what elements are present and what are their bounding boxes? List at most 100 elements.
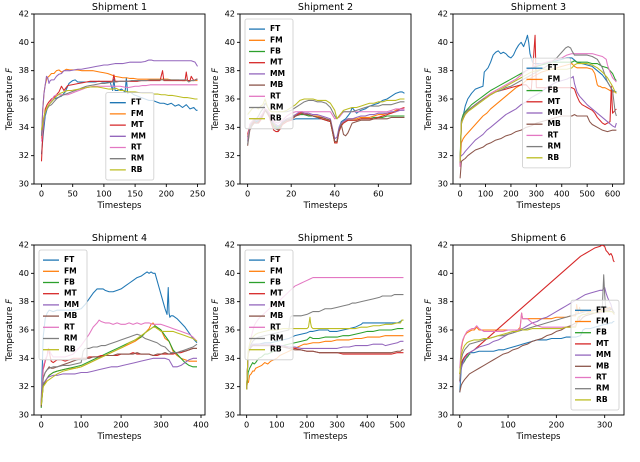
legend-label-mm: MM [64, 300, 79, 309]
legend-label-fb: FB [64, 278, 75, 287]
y-tick-label: 34 [19, 122, 29, 132]
legend-label-mt: MT [270, 289, 284, 298]
y-tick-label: 36 [438, 325, 448, 335]
y-tick-label: 40 [438, 37, 448, 47]
y-tick-label: 34 [438, 122, 448, 132]
x-axis-label: Timesteps [96, 201, 142, 211]
y-tick-label: 30 [438, 410, 448, 420]
legend-label-mm: MM [270, 69, 285, 78]
y-tick-label: 42 [225, 9, 235, 19]
legend-label-rm: RM [596, 384, 609, 393]
x-tick-label: 200 [158, 188, 174, 198]
y-axis-label: Temperature F [5, 298, 15, 362]
y-tick-label: 32 [225, 381, 235, 391]
x-tick-label: 400 [193, 419, 209, 429]
series-line-fm [40, 68, 198, 139]
legend-label-mt: MT [270, 58, 284, 67]
legend[interactable]: FT FM MT MM RT RM RB [105, 92, 155, 181]
y-tick-label: 40 [225, 268, 235, 278]
y-axis-label: Temperature F [5, 67, 15, 131]
x-tick-label: 20 [286, 188, 296, 198]
legend-label-fb: FB [596, 328, 607, 337]
legend-label-fb: FB [270, 47, 281, 56]
y-tick-label: 42 [438, 9, 448, 19]
y-tick-label: 32 [19, 381, 29, 391]
legend-label-rt: RT [548, 130, 560, 139]
legend-label-rb: RB [270, 114, 282, 123]
legend[interactable]: FT FM FB MT MM MB RT RM RB [244, 18, 294, 130]
y-tick-label: 42 [225, 240, 235, 250]
series-line-mm [40, 59, 198, 136]
y-axis-label: Temperature F [424, 67, 434, 131]
y-tick-label: 34 [225, 353, 235, 363]
legend-label-ft: FT [548, 63, 559, 72]
subplot-shipment-4: Shipment 4 0 100 200 300 400 30 32 34 36 38 40 42 Tim… [0, 231, 213, 462]
subplot-shipment-6: Shipment 6 0 100 200 300 30 32 34 36 38 40 42 Timest… [419, 231, 632, 462]
y-tick-label: 42 [438, 240, 448, 250]
y-axis-label: Temperature F [211, 67, 221, 131]
x-tick-label: 300 [153, 419, 169, 429]
legend-label-rb: RB [64, 345, 76, 354]
x-tick-label: 100 [500, 419, 516, 429]
x-tick-label: 300 [597, 419, 613, 429]
x-tick-label: 100 [73, 419, 89, 429]
legend-label-rm: RM [131, 154, 144, 163]
legend-label-rm: RM [270, 103, 283, 112]
series-group [40, 271, 198, 408]
legend[interactable]: FT FM FB MT MM MB RT RM RB [522, 57, 571, 169]
legend-label-fm: FM [270, 266, 283, 275]
subplot-shipment-1: Shipment 1 0 50 100 150 200 250 30 32 34 36 38 40 42 T… [0, 0, 213, 231]
legend[interactable]: FT FM FB MT MM MB RT RM RB [244, 249, 294, 361]
legend-label-rm: RM [64, 334, 77, 343]
x-tick-label: 500 [579, 188, 595, 198]
legend[interactable]: FT FM FB MT MM MB RT RM RB [38, 249, 88, 361]
x-tick-label: 0 [457, 419, 462, 429]
legend-label-rt: RT [270, 91, 282, 100]
y-tick-label: 40 [225, 37, 235, 47]
legend-label-rb: RB [596, 395, 608, 404]
series-group [40, 59, 198, 162]
x-axis-label: Timesteps [302, 201, 348, 211]
y-tick-label: 36 [19, 94, 29, 104]
y-tick-label: 38 [19, 296, 29, 306]
legend-label-rb: RB [131, 165, 143, 174]
x-tick-label: 100 [96, 188, 112, 198]
series-line-rb [40, 86, 198, 131]
subplot-shipment-3: Shipment 3 0 100 200 300 400 500 600 30 32 34 36 38 4… [419, 0, 632, 231]
y-tick-label: 36 [225, 325, 235, 335]
y-tick-label: 38 [19, 65, 29, 75]
panel-title: Shipment 1 [92, 2, 147, 13]
legend-label-ft: FT [64, 255, 75, 264]
subplot-shipment-5: Shipment 5 0 100 200 300 400 500 30 32 34 36 38 40 42… [206, 231, 419, 462]
legend-label-ft: FT [270, 24, 281, 33]
y-axis-label: Temperature F [424, 298, 434, 362]
y-tick-label: 34 [225, 122, 235, 132]
subplot-shipment-2: Shipment 2 0 20 40 60 30 32 34 36 38 40 42 Timesteps… [206, 0, 419, 231]
legend-frame [244, 249, 294, 361]
y-tick-label: 38 [438, 296, 448, 306]
legend-label-mb: MB [596, 361, 610, 370]
panel-title: Shipment 3 [511, 2, 566, 13]
x-tick-label: 600 [605, 188, 621, 198]
series-line-rm [40, 333, 198, 404]
x-tick-label: 200 [503, 188, 519, 198]
legend-label-mt: MT [548, 97, 562, 106]
legend-label-mb: MB [270, 311, 284, 320]
x-axis-label: Timesteps [515, 201, 561, 211]
legend-label-mb: MB [548, 119, 562, 128]
y-tick-label: 42 [19, 9, 29, 19]
legend-label-rm: RM [548, 142, 561, 151]
legend-label-fm: FM [596, 317, 609, 326]
x-tick-label: 200 [299, 419, 315, 429]
x-tick-label: 50 [67, 188, 77, 198]
legend-label-rb: RB [548, 153, 560, 162]
y-tick-label: 32 [19, 150, 29, 160]
panel-title: Shipment 2 [298, 2, 353, 13]
series-line-rm [459, 274, 615, 382]
legend-label-ft: FT [270, 255, 281, 264]
y-tick-label: 40 [19, 37, 29, 47]
x-tick-label: 40 [330, 188, 340, 198]
legend-frame [570, 299, 620, 411]
x-axis-label: Timesteps [96, 432, 142, 442]
legend[interactable]: FT FM FB MT MM MB RT RM RB [570, 299, 620, 411]
